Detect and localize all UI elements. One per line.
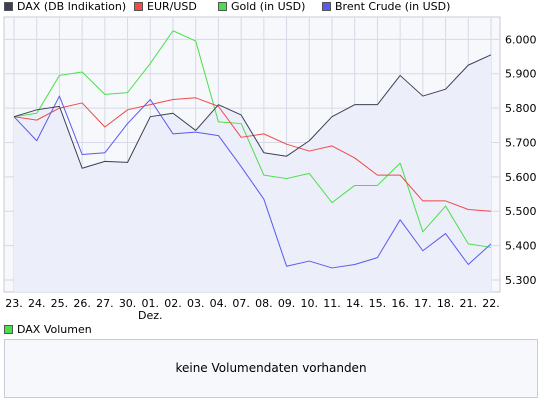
y-tick-label: 5.400 — [505, 240, 537, 253]
y-tick-label: 5.500 — [505, 205, 537, 218]
x-tick-label: 22. — [482, 297, 500, 310]
x-axis: 23. 24. 25. 26. 27. 30. 01. 02. 03. 04. 07. 08. 09. 1… — [5, 297, 500, 322]
y-tick-label: 5.600 — [505, 171, 537, 184]
x-month-label: Dez. — [138, 309, 163, 322]
series-line-brent — [13, 95, 492, 269]
series-line-gold — [13, 30, 492, 248]
x-tick-label: 02. — [164, 297, 182, 310]
legend-swatch-volume — [4, 325, 13, 334]
x-tick-label: 25. — [51, 297, 69, 310]
series-lines — [13, 30, 492, 269]
legend-swatch-dax — [4, 2, 13, 11]
x-tick-label: 17. — [414, 297, 432, 310]
legend-label-gold: Gold (in USD) — [231, 0, 306, 13]
volume-empty-message: keine Volumendaten vorhanden — [175, 361, 367, 375]
x-tick-label: 27. — [96, 297, 114, 310]
y-tick-label: 5.900 — [505, 68, 537, 81]
y-tick-label: 6.000 — [505, 33, 537, 46]
x-tick-label: 01. — [142, 297, 160, 310]
series-line-dax — [13, 54, 492, 169]
legend-label-brent: Brent Crude (in USD) — [335, 0, 451, 13]
series-line-eurusd — [13, 97, 492, 212]
legend-label-eurusd: EUR/USD — [147, 0, 197, 13]
legend-label-dax: DAX (DB Indikation) — [17, 0, 127, 13]
legend-swatch-gold — [218, 2, 227, 11]
x-tick-label: 30. — [119, 297, 137, 310]
volume-panel: keine Volumendaten vorhanden — [4, 339, 538, 398]
x-tick-label: 18. — [437, 297, 455, 310]
x-tick-label: 10. — [301, 297, 319, 310]
x-tick-label: 09. — [278, 297, 296, 310]
x-tick-label: 03. — [187, 297, 205, 310]
x-tick-label: 08. — [255, 297, 273, 310]
legend-swatch-brent — [322, 2, 331, 11]
x-tick-label: 21. — [460, 297, 478, 310]
x-tick-label: 24. — [28, 297, 46, 310]
price-chart: 5.300 5.400 5.500 5.600 5.700 5.800 5.900 6.000… — [3, 16, 537, 322]
y-tick-label: 5.700 — [505, 136, 537, 149]
y-tick-label: 5.300 — [505, 274, 537, 287]
dax-area — [14, 54, 491, 292]
x-tick-label: 16. — [391, 297, 409, 310]
x-tick-label: 14. — [346, 297, 364, 310]
x-tick-label: 15. — [369, 297, 387, 310]
legend-swatch-eurusd — [134, 2, 143, 11]
x-tick-label: 11. — [323, 297, 341, 310]
x-tick-label: 26. — [73, 297, 91, 310]
y-axis: 5.300 5.400 5.500 5.600 5.700 5.800 5.900 6.000 — [505, 33, 537, 287]
x-tick-label: 04. — [210, 297, 228, 310]
x-tick-label: 07. — [232, 297, 250, 310]
x-tick-label: 23. — [5, 297, 23, 310]
y-tick-label: 5.800 — [505, 102, 537, 115]
legend-label-volume: DAX Volumen — [17, 323, 92, 336]
